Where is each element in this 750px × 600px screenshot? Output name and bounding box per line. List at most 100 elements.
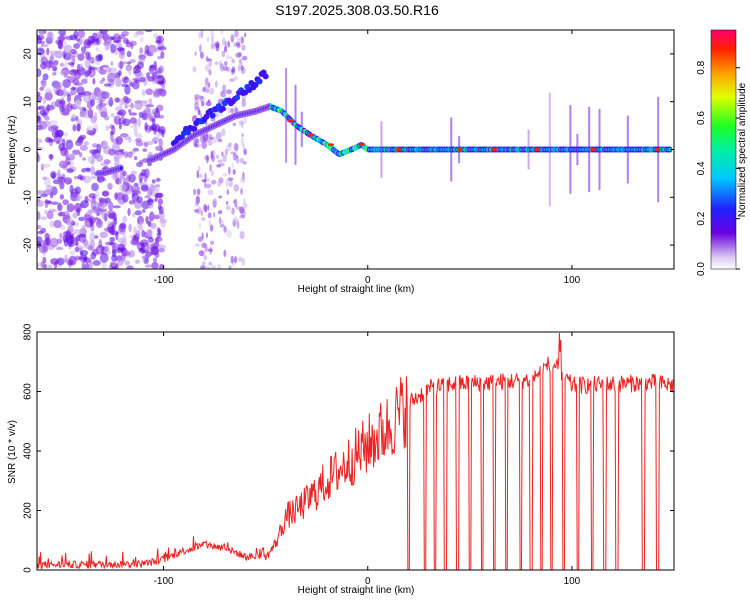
- snr-x-tick-label: 0: [365, 576, 371, 587]
- noise-blob: [59, 62, 65, 67]
- noise-blob: [233, 216, 239, 223]
- noise-blob: [100, 162, 109, 167]
- noise-blob: [99, 30, 109, 35]
- noise-blob: [104, 45, 110, 51]
- noise-blob: [241, 133, 244, 138]
- noise-blob: [65, 35, 74, 41]
- noise-blob: [127, 61, 132, 65]
- noise-blob: [57, 212, 63, 217]
- snr-y-tick-label: 200: [23, 502, 34, 519]
- noise-blob: [37, 36, 42, 45]
- noise-blob: [37, 152, 40, 163]
- noise-blob: [228, 166, 231, 175]
- noise-blob: [196, 188, 201, 196]
- noise-blob: [108, 201, 114, 211]
- noise-blob: [145, 88, 154, 96]
- noise-blob: [105, 66, 112, 73]
- noise-blob: [83, 39, 92, 49]
- noise-blob: [76, 86, 85, 96]
- noise-blob: [147, 237, 155, 243]
- ridge-blob: [219, 105, 226, 112]
- noise-blob: [49, 120, 58, 126]
- noise-blob: [241, 44, 246, 51]
- noise-blob: [242, 142, 245, 151]
- noise-blob: [73, 43, 80, 49]
- noise-blob: [142, 148, 148, 152]
- noise-blob: [147, 98, 152, 103]
- noise-blob: [72, 228, 82, 235]
- noise-blob: [59, 194, 65, 200]
- noise-blob: [129, 59, 136, 64]
- noise-blob: [37, 210, 41, 221]
- noise-blob: [81, 224, 87, 235]
- noise-blob: [43, 115, 51, 121]
- noise-blob: [205, 56, 209, 62]
- noise-blob: [75, 99, 82, 108]
- noise-blob: [223, 46, 228, 53]
- noise-blob: [114, 50, 118, 55]
- noise-blob: [145, 113, 153, 120]
- noise-blob: [118, 227, 126, 235]
- noise-blob: [76, 123, 81, 132]
- noise-blob: [135, 141, 144, 147]
- ridge-core: [119, 166, 123, 170]
- noise-blob: [62, 87, 67, 97]
- noise-blob: [41, 163, 51, 168]
- spectrogram-y-tick-label: 0: [23, 146, 34, 152]
- noise-blob: [78, 216, 85, 222]
- noise-blob: [107, 220, 113, 228]
- noise-blob: [243, 148, 247, 156]
- noise-blob: [202, 260, 206, 266]
- noise-blob: [155, 145, 164, 151]
- noise-blob: [144, 195, 151, 199]
- noise-blob: [119, 98, 123, 109]
- noise-blob: [85, 168, 91, 173]
- noise-blob: [63, 210, 71, 221]
- noise-blob: [63, 52, 72, 61]
- noise-blob: [109, 212, 116, 220]
- noise-blob: [101, 77, 106, 82]
- noise-blob: [243, 197, 246, 206]
- noise-blob: [138, 172, 144, 181]
- noise-blob: [124, 84, 131, 95]
- noise-blob: [74, 246, 80, 253]
- noise-blob: [81, 168, 87, 173]
- noise-blob: [111, 125, 116, 135]
- noise-blob: [58, 30, 66, 37]
- noise-blob: [203, 203, 207, 212]
- noise-blob: [67, 62, 75, 66]
- noise-blob: [119, 222, 127, 230]
- noise-blob: [127, 151, 133, 158]
- noise-blob: [84, 72, 89, 77]
- noise-blob: [238, 64, 241, 72]
- ridge-peak: [328, 143, 334, 147]
- spectrogram-x-tick-label: 0: [365, 275, 371, 286]
- noise-blob: [114, 217, 118, 226]
- ridge-peak: [395, 148, 402, 151]
- noise-blob: [207, 189, 214, 196]
- noise-blob: [62, 199, 69, 206]
- noise-blob: [60, 110, 70, 116]
- noise-blob: [68, 255, 77, 266]
- noise-blob: [101, 191, 109, 197]
- noise-blob: [44, 88, 53, 94]
- noise-blob: [122, 233, 127, 242]
- noise-blob: [194, 102, 199, 110]
- noise-blob: [119, 184, 127, 192]
- colorbar-tick-label: 0.6: [696, 111, 707, 125]
- noise-blob: [118, 200, 124, 205]
- noise-blob: [37, 115, 42, 124]
- noise-blob: [111, 242, 119, 249]
- noise-blob: [118, 151, 124, 159]
- noise-blob: [57, 178, 64, 186]
- noise-blob: [43, 120, 51, 127]
- noise-blob: [129, 81, 134, 87]
- spectrogram-y-tick-label: 10: [23, 96, 34, 108]
- noise-blob: [132, 80, 140, 90]
- noise-blob: [200, 30, 204, 38]
- noise-blob: [217, 263, 221, 269]
- noise-blob: [46, 184, 53, 192]
- noise-blob: [138, 133, 142, 140]
- noise-blob: [114, 158, 120, 166]
- noise-blob: [200, 113, 203, 119]
